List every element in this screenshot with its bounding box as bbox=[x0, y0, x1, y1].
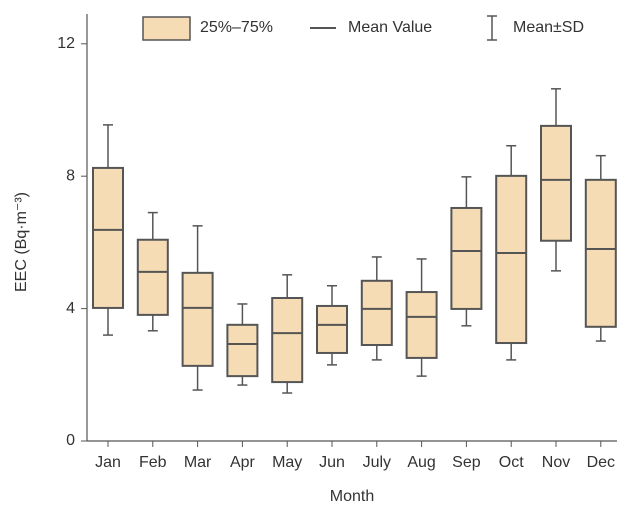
box bbox=[136, 238, 169, 316]
x-tick-label: Apr bbox=[230, 454, 256, 471]
box bbox=[92, 166, 124, 309]
x-tick-label: Oct bbox=[499, 454, 524, 471]
x-tick-label: Sep bbox=[452, 454, 481, 471]
x-tick-label: Jan bbox=[95, 454, 121, 471]
y-tick-label: 8 bbox=[66, 167, 75, 184]
x-tick-label: Feb bbox=[139, 454, 167, 471]
x-axis-label: Month bbox=[330, 488, 374, 505]
y-tick-label: 12 bbox=[57, 35, 75, 52]
box bbox=[181, 271, 214, 367]
x-tick-label: July bbox=[363, 454, 391, 471]
box bbox=[360, 279, 393, 347]
x-tick-label: Nov bbox=[542, 454, 570, 471]
x-tick-label: Aug bbox=[407, 454, 435, 471]
box bbox=[584, 178, 617, 328]
y-axis-label: EEC (Bq·m⁻³) bbox=[13, 192, 30, 292]
box bbox=[495, 174, 528, 345]
x-tick-label: Jun bbox=[319, 454, 345, 471]
box bbox=[271, 297, 304, 384]
box bbox=[405, 291, 438, 359]
x-tick-label: Mar bbox=[184, 454, 212, 471]
x-tick-label: Dec bbox=[587, 454, 615, 471]
y-tick-label: 4 bbox=[66, 300, 75, 317]
box bbox=[540, 124, 572, 242]
legend-label: 25%–75% bbox=[200, 19, 273, 36]
legend-label: Mean±SD bbox=[513, 19, 584, 36]
box bbox=[226, 323, 259, 378]
box bbox=[450, 206, 483, 310]
x-tick-label: May bbox=[272, 454, 302, 471]
box bbox=[316, 304, 348, 354]
y-tick-label: 0 bbox=[66, 432, 75, 449]
legend-swatch bbox=[142, 16, 191, 41]
legend-label: Mean Value bbox=[348, 19, 432, 36]
